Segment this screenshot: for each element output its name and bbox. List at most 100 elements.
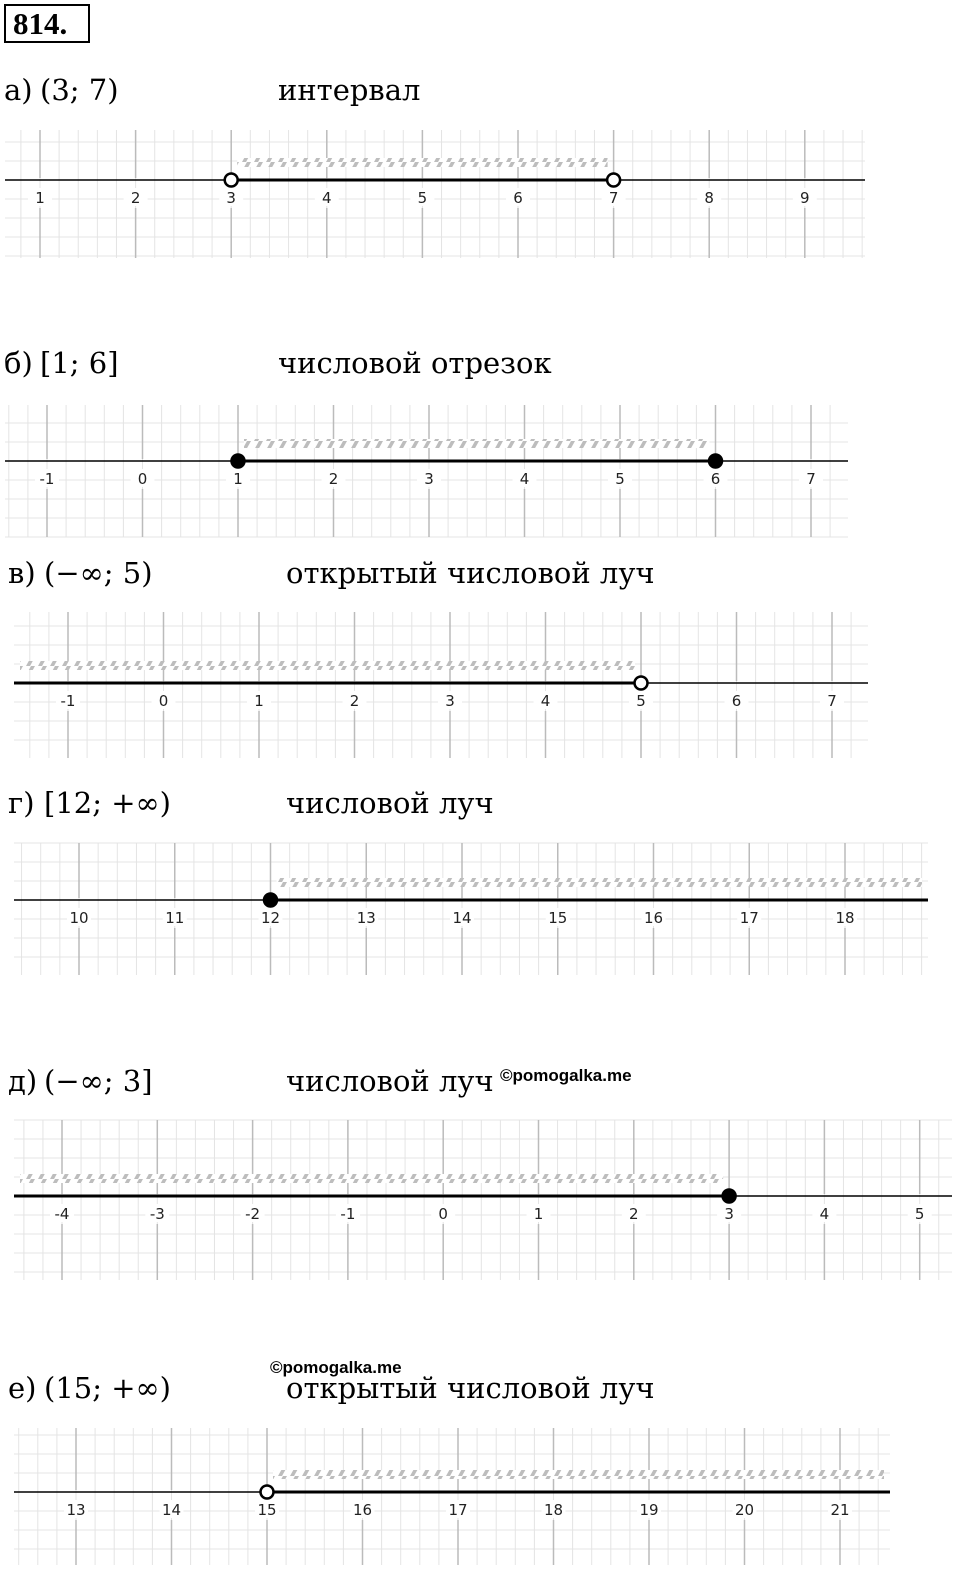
problem-box xyxy=(4,4,90,43)
tick-label: 2 xyxy=(629,1205,639,1223)
tick-label: 5 xyxy=(615,470,625,488)
label-bg xyxy=(438,691,462,709)
label-bg xyxy=(621,1204,646,1222)
open-point xyxy=(633,675,649,691)
tick-label: 7 xyxy=(609,189,619,207)
tick-label: -2 xyxy=(245,1205,260,1223)
interval: (−∞; 5) xyxy=(44,556,153,590)
tick-label: 3 xyxy=(445,692,455,710)
label-bg xyxy=(812,1204,837,1222)
label-bg xyxy=(446,1500,470,1518)
tick-label: 19 xyxy=(639,1501,658,1519)
label-bg xyxy=(717,1204,742,1222)
label-bg xyxy=(541,1500,566,1518)
tick-label: 18 xyxy=(835,909,854,927)
set-name: открытый числовой луч xyxy=(286,556,655,590)
tick-label: 13 xyxy=(66,1501,85,1519)
tick-label: 13 xyxy=(357,909,376,927)
tick-label: 10 xyxy=(69,909,88,927)
label-bg xyxy=(608,469,632,487)
closed-point xyxy=(230,453,246,469)
tick-label: 11 xyxy=(165,909,184,927)
label-bg xyxy=(335,1204,360,1222)
label-bg xyxy=(159,1500,184,1518)
label-bg xyxy=(314,188,339,206)
label-bg xyxy=(350,1500,375,1518)
hatch xyxy=(20,661,635,670)
label-bg xyxy=(219,188,244,206)
tick-label: 7 xyxy=(806,470,816,488)
label-bg xyxy=(28,188,52,206)
label-bg xyxy=(907,1204,932,1222)
tick-label: 5 xyxy=(418,189,428,207)
label-bg xyxy=(354,908,379,926)
hatch xyxy=(20,1174,724,1183)
closed-point xyxy=(262,892,279,908)
tick-label: 3 xyxy=(424,470,434,488)
label-bg xyxy=(67,908,91,926)
label-bg xyxy=(258,908,283,926)
tick-label: -3 xyxy=(150,1205,165,1223)
tick-label: -1 xyxy=(340,1205,355,1223)
tick-label: 6 xyxy=(711,470,721,488)
item-letter: д) xyxy=(8,1064,37,1098)
label-bg xyxy=(724,691,749,709)
label-bg xyxy=(431,1204,456,1222)
hatch xyxy=(273,1470,884,1479)
tick-label: 15 xyxy=(257,1501,276,1519)
set-name: открытый числовой луч xyxy=(286,1371,655,1405)
hatch xyxy=(244,439,710,448)
item-letter: г) xyxy=(8,786,35,820)
tick-label: 21 xyxy=(830,1501,849,1519)
label-bg xyxy=(512,469,537,487)
label-bg xyxy=(506,188,530,206)
set-name: интервал xyxy=(278,73,420,107)
label-bg xyxy=(450,908,474,926)
hatch xyxy=(276,878,922,887)
tick-label: 6 xyxy=(732,692,742,710)
watermark: ©pomogalka.me xyxy=(500,1066,632,1085)
set-name: числовой луч xyxy=(286,1064,494,1098)
open-point xyxy=(223,172,239,188)
label-bg xyxy=(226,469,250,487)
tick-label: 14 xyxy=(162,1501,181,1519)
label-bg xyxy=(545,908,570,926)
interval: [12; +∞) xyxy=(44,786,171,820)
tick-label: 15 xyxy=(548,909,567,927)
label-bg xyxy=(130,469,155,487)
closed-point xyxy=(707,453,724,469)
item-letter: б) xyxy=(4,346,33,380)
open-point xyxy=(259,1484,275,1500)
item-letter: а) xyxy=(4,73,33,107)
label-bg xyxy=(35,469,59,487)
hatch xyxy=(237,158,608,167)
tick-label: 3 xyxy=(724,1205,734,1223)
tick-label: 1 xyxy=(35,189,45,207)
tick-label: 2 xyxy=(131,189,141,207)
tick-label: 0 xyxy=(138,470,148,488)
label-bg xyxy=(50,1204,74,1222)
label-bg xyxy=(240,1204,265,1222)
label-bg xyxy=(123,188,148,206)
problem-number: 814. xyxy=(13,6,67,41)
tick-label: 2 xyxy=(350,692,360,710)
label-bg xyxy=(526,1204,551,1222)
tick-label: 4 xyxy=(520,470,530,488)
tick-label: 17 xyxy=(448,1501,467,1519)
tick-label: 17 xyxy=(740,909,759,927)
tick-label: 16 xyxy=(644,909,663,927)
label-bg xyxy=(342,691,367,709)
label-bg xyxy=(641,908,666,926)
tick-label: 6 xyxy=(513,189,523,207)
label-bg xyxy=(151,691,176,709)
interval: (−∞; 3] xyxy=(44,1064,153,1098)
tick-label: 3 xyxy=(226,189,236,207)
label-bg xyxy=(410,188,435,206)
label-bg xyxy=(697,188,722,206)
tick-label: 5 xyxy=(915,1205,925,1223)
set-name: числовой луч xyxy=(286,786,494,820)
tick-label: 0 xyxy=(438,1205,448,1223)
tick-label: 18 xyxy=(544,1501,563,1519)
tick-label: 5 xyxy=(636,692,646,710)
